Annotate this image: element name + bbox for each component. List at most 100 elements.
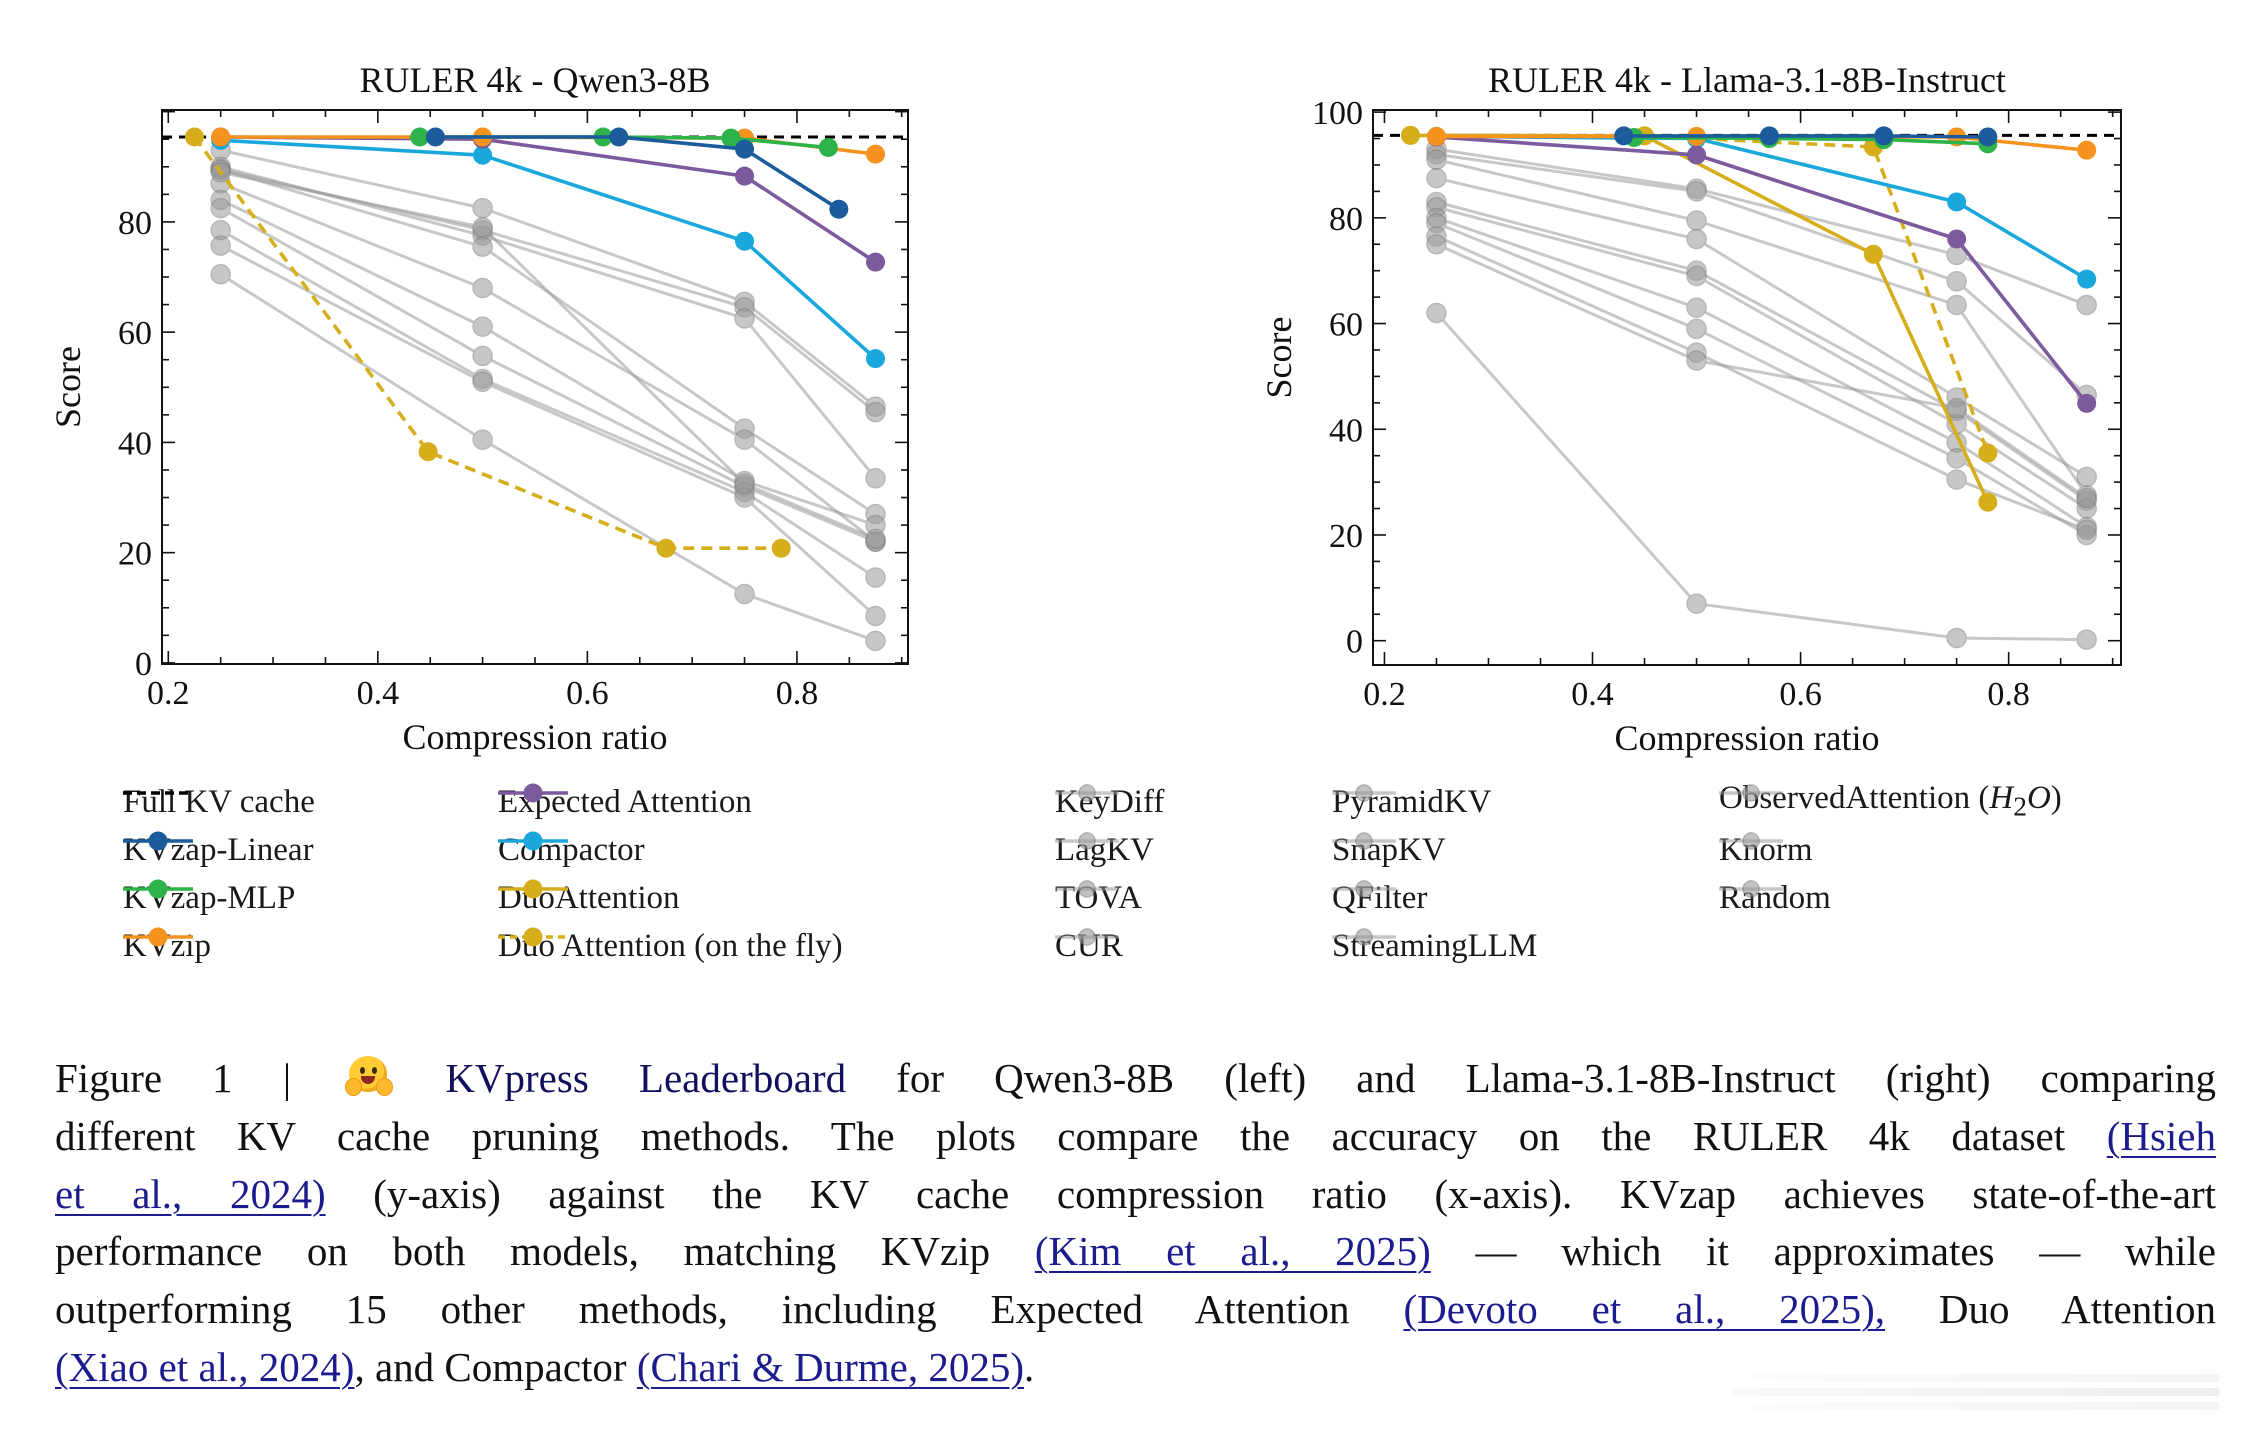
legend-swatch-icon	[498, 831, 568, 851]
data-point-observedattention-h2o	[472, 371, 493, 393]
data-point-tova	[1686, 210, 1707, 231]
x-tick-label: 0.8	[776, 675, 819, 712]
plot-area	[162, 127, 908, 652]
legend-marker	[523, 927, 543, 947]
series-line-expected-attention	[1436, 135, 2089, 405]
legend-swatch-icon	[1055, 784, 1119, 802]
figure-caption: Figure 1 | KVpress Leaderboard for Qwen3…	[55, 1050, 2216, 1397]
caption-line: performance on both models, matching KVz…	[55, 1223, 2216, 1281]
caption-text: different KV cache pruning methods. The …	[55, 1112, 2107, 1159]
data-point-qfilter	[472, 345, 493, 367]
series-cur	[1426, 167, 2097, 488]
legend-item-expected-attention: Expected Attention	[498, 778, 752, 826]
data-point-expected-attention	[2077, 393, 2097, 413]
data-point-duo-attention-on-the-fly	[1978, 443, 1998, 463]
series-line-compactor	[1436, 134, 2088, 281]
series-knorm	[1426, 234, 2097, 509]
legend-label: Compactor	[498, 832, 645, 868]
legend-item-streamingllm: StreamingLLM	[1332, 922, 1537, 970]
data-point-compactor	[735, 231, 755, 251]
series-line-compactor	[220, 138, 877, 360]
series-random	[210, 162, 886, 550]
series-line-observedattention-h2o	[1435, 234, 2088, 532]
legend-item-tova: TOVA	[1055, 874, 1142, 922]
citation-link[interactable]: (Chari & Durme, 2025)	[636, 1343, 1024, 1390]
series-observedattention-h2o	[1426, 226, 2097, 540]
kvpress-leaderboard-link[interactable]: KVpress Leaderboard	[445, 1055, 847, 1101]
caption-line: outperforming 15 other methods, includin…	[55, 1281, 2216, 1339]
data-point-kvzap-linear	[1874, 126, 1894, 146]
legend-item-keydiff: KeyDiff	[1055, 778, 1164, 826]
data-point-duo-attention-on-the-fly	[656, 538, 676, 558]
data-point-random	[865, 528, 886, 550]
data-point-qfilter	[1686, 297, 1707, 318]
data-point-knorm	[1946, 397, 1967, 419]
series-line-cur	[220, 168, 877, 516]
data-point-kvzap-mlp	[410, 127, 430, 147]
data-point-keydiff	[472, 197, 493, 219]
legend-marker	[1742, 832, 1760, 850]
caption-text: Figure 1 |	[55, 1055, 342, 1101]
legend-swatch-icon	[498, 783, 568, 803]
caption-line: Figure 1 | KVpress Leaderboard for Qwen3…	[55, 1050, 2216, 1108]
y-axis-label: Score	[48, 346, 88, 428]
data-point-pyramidkv	[472, 277, 493, 299]
caption-line: (Xiao et al., 2024), and Compactor (Char…	[55, 1339, 2216, 1397]
legend-marker	[1355, 880, 1373, 898]
legend-swatch-icon	[123, 791, 193, 795]
data-point-kvzip	[1426, 126, 1446, 146]
data-point-knorm	[734, 583, 755, 605]
legend-swatch-icon	[1055, 832, 1119, 850]
series-kvzap-linear	[1614, 126, 1998, 147]
series-line-kvzap-mlp	[1634, 135, 1988, 146]
data-point-streamingllm	[1686, 318, 1707, 340]
citation-link[interactable]: (Xiao et al., 2024)	[55, 1343, 355, 1390]
data-point-duo-attention-on-the-fly	[1400, 125, 1420, 145]
data-point-qfilter	[210, 197, 231, 219]
legend-marker	[1355, 928, 1373, 946]
series-kvzap-mlp	[1624, 127, 1998, 154]
legend-item-qfilter: QFilter	[1332, 874, 1427, 922]
caption-text: performance on both models, matching KVz…	[55, 1228, 1035, 1275]
data-point-kvzap-linear	[1978, 127, 1998, 147]
data-point-knorm	[865, 630, 886, 652]
y-tick-label: 60	[1329, 307, 1363, 344]
data-point-kvzap-linear	[829, 199, 849, 219]
series-duo-attention-on-the-fly	[184, 127, 791, 558]
data-point-observedattention-h2o	[865, 605, 886, 627]
series-kvzap-linear	[425, 127, 849, 219]
data-point-duoattention	[1863, 244, 1883, 264]
figure: RULER 4k - Qwen3-8B Compression ratio Scor…	[48, 60, 2122, 970]
legend-marker	[1742, 784, 1760, 802]
series-snapkv	[1426, 197, 2097, 519]
data-point-lagkv	[1946, 271, 1967, 292]
x-axis-label: Compression ratio	[1615, 718, 1880, 758]
caption-text: (y-axis) against the KV cache compressio…	[325, 1170, 2216, 1217]
legend-item-observedattention-h2o: ObservedAttention (H2O)	[1719, 778, 2062, 826]
legend-swatch-icon	[1719, 832, 1783, 850]
data-point-random	[1426, 302, 1447, 324]
series-qfilter	[210, 197, 886, 552]
citation-link[interactable]: (Devoto et al., 2025),	[1403, 1286, 1886, 1333]
data-point-knorm	[1426, 234, 1447, 255]
data-point-tova	[734, 308, 755, 329]
data-point-compactor	[2077, 269, 2097, 289]
citation-link[interactable]: (Kim et al., 2025)	[1034, 1228, 1431, 1275]
legend-swatch-icon	[498, 879, 568, 899]
legend-item-knorm: Knorm	[1719, 826, 1813, 874]
series-line-observedattention-h2o	[220, 244, 877, 618]
plot-area	[1373, 125, 2121, 650]
legend-marker	[148, 879, 168, 899]
data-point-compactor	[473, 145, 493, 165]
legend-marker	[148, 831, 168, 851]
series-line-kvzap-linear	[1623, 134, 1988, 139]
data-point-observedattention-h2o	[2076, 519, 2097, 540]
data-point-knorm	[210, 264, 231, 285]
x-axis-label: Compression ratio	[403, 717, 668, 757]
legend-item-full-kv-cache: Full KV cache	[123, 778, 315, 826]
data-point-random	[734, 473, 755, 494]
legend-label: KeyDiff	[1055, 784, 1165, 820]
citation-link[interactable]: et al., 2024)	[55, 1170, 326, 1217]
data-point-kvzap-mlp	[818, 137, 838, 157]
citation-link[interactable]: (Hsieh	[2106, 1112, 2216, 1159]
